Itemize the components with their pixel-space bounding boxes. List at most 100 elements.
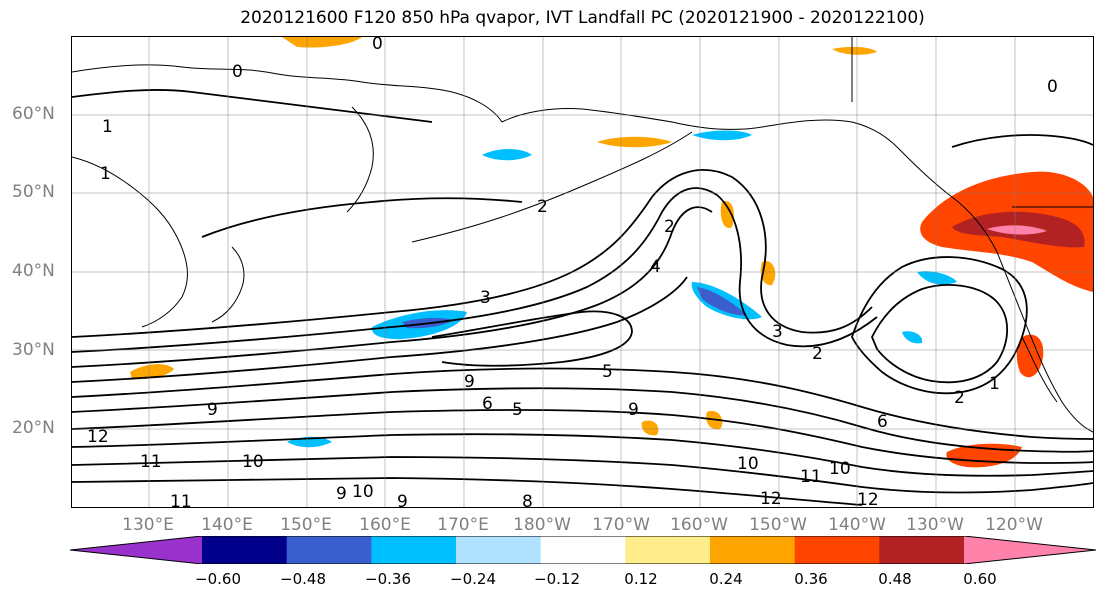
lon-label-180w: 180°W — [513, 515, 571, 535]
contour-label: 0 — [372, 37, 383, 54]
colorbar-tick-label: −0.36 — [365, 570, 411, 588]
coastline-siberia — [72, 64, 503, 123]
lon-label-160w: 160°W — [670, 515, 728, 535]
colorbar-segment — [879, 536, 965, 564]
contour-label: 12 — [857, 490, 879, 507]
contour-label: 10 — [242, 452, 264, 472]
lon-label-140e: 140°E — [201, 515, 253, 535]
contour-label: 0 — [232, 62, 243, 82]
colorbar — [70, 536, 1096, 564]
anomaly-blob-gulf-alaska — [720, 201, 734, 228]
colorbar-segment — [286, 536, 372, 564]
contour-label: 9 — [336, 484, 347, 504]
contour-label: 10 — [352, 482, 374, 502]
contour-line — [72, 456, 1093, 494]
anomaly-blob-aleutian — [692, 130, 752, 141]
contour-label: 2 — [664, 217, 675, 237]
coastline-alaska — [501, 108, 898, 148]
lat-label-30n: 30°N — [12, 340, 55, 360]
contour-label: 8 — [522, 492, 533, 507]
contour-line — [72, 206, 713, 368]
contour-label: 9 — [397, 492, 408, 507]
contour-label: 9 — [464, 372, 475, 392]
lon-label-130e: 130°E — [122, 515, 174, 535]
ivt-contours — [72, 89, 1093, 506]
map-panel: 0 0 0 1 1 1 2 2 2 2 3 3 4 5 5 6 6 8 9 9 … — [71, 36, 1094, 508]
contour-line — [72, 276, 688, 383]
coastline-mexico — [1021, 336, 1058, 403]
contour-line — [201, 197, 523, 238]
lat-label-60n: 60°N — [12, 104, 55, 124]
coastline-aleutians — [411, 131, 693, 243]
anomaly-blob-arctic-3 — [832, 46, 877, 55]
colorbar-segment — [371, 536, 457, 564]
contour-label: 1 — [100, 164, 111, 184]
contour-label: 2 — [537, 197, 548, 217]
lon-label-120w: 120°W — [985, 515, 1043, 535]
colorbar-segment — [794, 536, 880, 564]
colorbar-segment — [710, 536, 796, 564]
colorbar-segment — [456, 536, 542, 564]
lon-label-170w: 170°W — [592, 515, 650, 535]
contour-line — [72, 433, 1093, 477]
contour-label: 4 — [650, 257, 661, 277]
contour-line — [851, 256, 1028, 395]
contour-labels: 0 0 0 1 1 1 2 2 2 2 3 3 4 5 5 6 6 8 9 9 … — [87, 37, 1058, 507]
contour-label: 12 — [760, 489, 782, 507]
coastline-kamchatka — [346, 106, 374, 213]
anomaly-blob-tropics-1 — [641, 420, 659, 436]
anomaly-blob-mexico — [946, 443, 1022, 468]
contour-line — [72, 477, 863, 506]
anomaly-blob-west-pacific — [130, 364, 174, 380]
contour-label: 6 — [482, 394, 493, 414]
colorbar-segment — [202, 536, 288, 564]
colorbar-tick-label: −0.24 — [450, 570, 496, 588]
contour-line — [72, 89, 433, 123]
coastline-japan — [211, 246, 245, 323]
coastline-asia-east — [72, 156, 188, 328]
map-canvas: 0 0 0 1 1 1 2 2 2 2 3 3 4 5 5 6 6 8 9 9 … — [72, 37, 1093, 507]
contour-label: 11 — [170, 492, 192, 507]
contour-label: 10 — [829, 459, 851, 479]
positive-anomaly-shading — [130, 37, 1093, 468]
colorbar-tick-label: −0.12 — [534, 570, 580, 588]
contour-line — [72, 387, 1093, 453]
lon-label-150e: 150°E — [280, 515, 332, 535]
lat-label-50n: 50°N — [12, 182, 55, 202]
colorbar-tick-label: 0.60 — [963, 570, 997, 588]
contour-label: 9 — [207, 400, 218, 420]
negative-anomaly-shading — [287, 130, 957, 448]
contour-label: 11 — [140, 452, 162, 472]
colorbar-segments — [70, 536, 1096, 564]
coastlines — [72, 37, 1093, 433]
anomaly-blob-bering — [482, 149, 532, 161]
contour-line — [72, 409, 1093, 464]
colorbar-extend-high — [964, 536, 1096, 564]
contour-label: 2 — [812, 344, 823, 364]
lon-label-130w: 130°W — [906, 515, 964, 535]
contour-label: 3 — [480, 288, 491, 308]
lon-label-160e: 160°E — [359, 515, 411, 535]
colorbar-segment — [540, 536, 626, 564]
contour-label: 5 — [602, 362, 613, 382]
graticule — [72, 37, 1093, 507]
lat-label-40n: 40°N — [12, 261, 55, 281]
lon-label-170e: 170°E — [437, 515, 489, 535]
lat-label-20n: 20°N — [12, 418, 55, 438]
contour-line — [72, 187, 878, 353]
contour-line — [871, 284, 1008, 384]
anomaly-blob-central-pacific-core — [697, 287, 747, 316]
contour-label: 1 — [102, 117, 113, 137]
contour-line — [72, 169, 873, 338]
anomaly-blob-east-pacific — [917, 271, 957, 285]
anomaly-blob-arctic-2 — [597, 136, 672, 148]
contour-label: 0 — [1047, 77, 1058, 97]
colorbar-segment — [625, 536, 711, 564]
contour-label: 5 — [512, 400, 523, 420]
map-title: 2020121600 F120 850 hPa qvapor, IVT Land… — [240, 8, 925, 28]
contour-label: 9 — [628, 400, 639, 420]
contour-label: 2 — [954, 388, 965, 408]
anomaly-blob-pacific-northwest-peak — [987, 225, 1047, 235]
contour-line — [951, 134, 1093, 148]
contour-label: 1 — [989, 374, 1000, 394]
